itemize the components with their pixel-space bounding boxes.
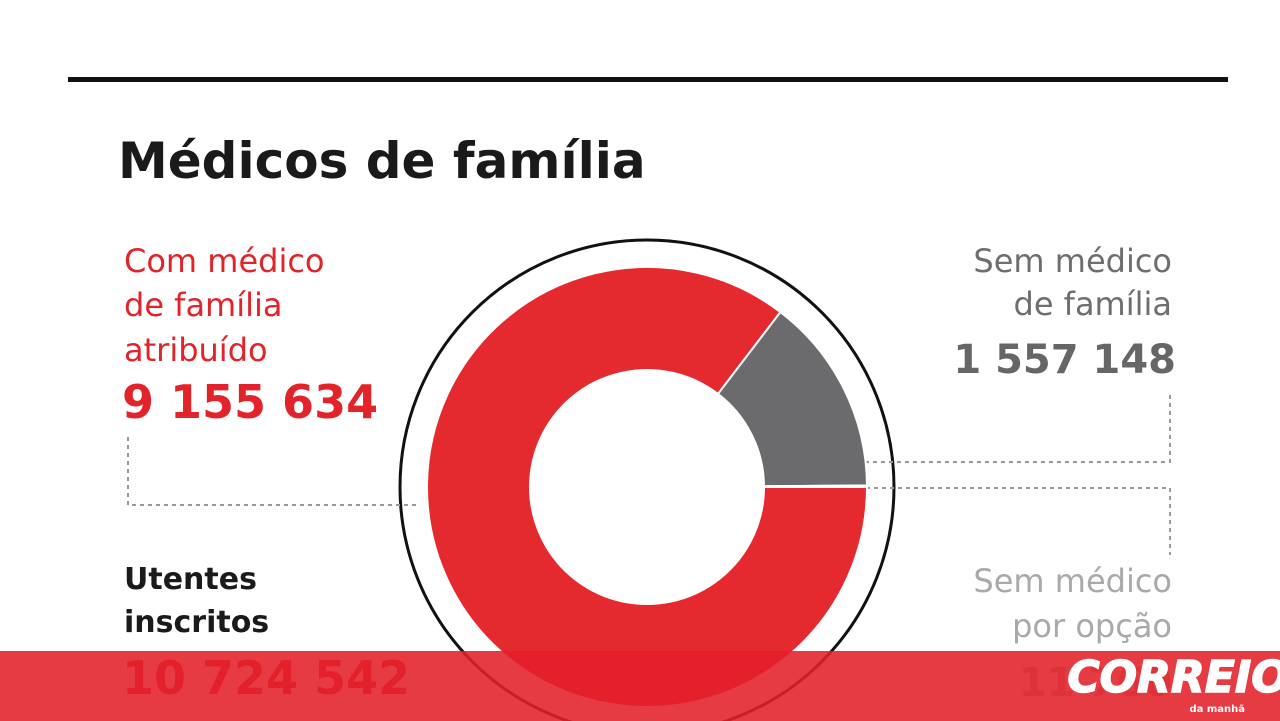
donut	[426, 266, 869, 708]
category-label: Sem médico	[973, 242, 1172, 280]
category-label: de família	[1014, 285, 1173, 323]
category-label: Com médico	[124, 242, 325, 280]
total-label: inscritos	[124, 605, 269, 640]
brand-logo: CORREIO	[1067, 652, 1280, 703]
category-label: de família	[124, 286, 283, 324]
donut-segment	[762, 484, 869, 488]
category-label: atribuído	[124, 331, 268, 369]
leaders	[127, 395, 1171, 555]
chart-title: Médicos de família	[118, 132, 646, 190]
category-label: Sem médico	[973, 562, 1172, 600]
banner	[0, 651, 1280, 721]
donut-segment	[716, 310, 869, 488]
total-label: Utentes	[124, 562, 257, 597]
value-label: 9 155 634	[122, 375, 378, 429]
brand-tagline: da manhã	[1189, 704, 1245, 715]
top-rule	[68, 77, 1228, 82]
category-label: por opção	[1012, 607, 1172, 645]
value-label: 1 557 148	[953, 337, 1176, 383]
